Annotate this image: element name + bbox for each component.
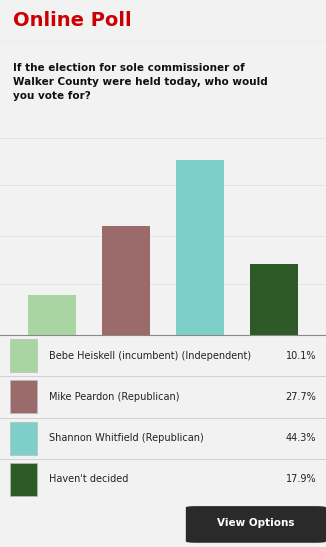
- FancyBboxPatch shape: [186, 506, 326, 543]
- FancyBboxPatch shape: [10, 422, 37, 455]
- Bar: [28, 295, 76, 335]
- Text: View Options: View Options: [217, 517, 295, 527]
- Text: 44.3%: 44.3%: [286, 433, 316, 443]
- Text: Bebe Heiskell (incumbent) (Independent): Bebe Heiskell (incumbent) (Independent): [49, 351, 251, 360]
- Text: 17.9%: 17.9%: [286, 474, 316, 485]
- Text: If the election for sole commissioner of
Walker County were held today, who woul: If the election for sole commissioner of…: [13, 62, 268, 101]
- FancyBboxPatch shape: [10, 380, 37, 414]
- Bar: [250, 264, 298, 335]
- Text: Shannon Whitfield (Republican): Shannon Whitfield (Republican): [49, 433, 204, 443]
- Text: Online Poll: Online Poll: [13, 11, 132, 31]
- Bar: [102, 226, 150, 335]
- FancyBboxPatch shape: [10, 463, 37, 496]
- FancyBboxPatch shape: [10, 339, 37, 372]
- Text: 27.7%: 27.7%: [285, 392, 316, 402]
- Text: Haven't decided: Haven't decided: [49, 474, 128, 485]
- Text: Mike Peardon (Republican): Mike Peardon (Republican): [49, 392, 179, 402]
- Bar: [176, 160, 224, 335]
- Text: 10.1%: 10.1%: [286, 351, 316, 360]
